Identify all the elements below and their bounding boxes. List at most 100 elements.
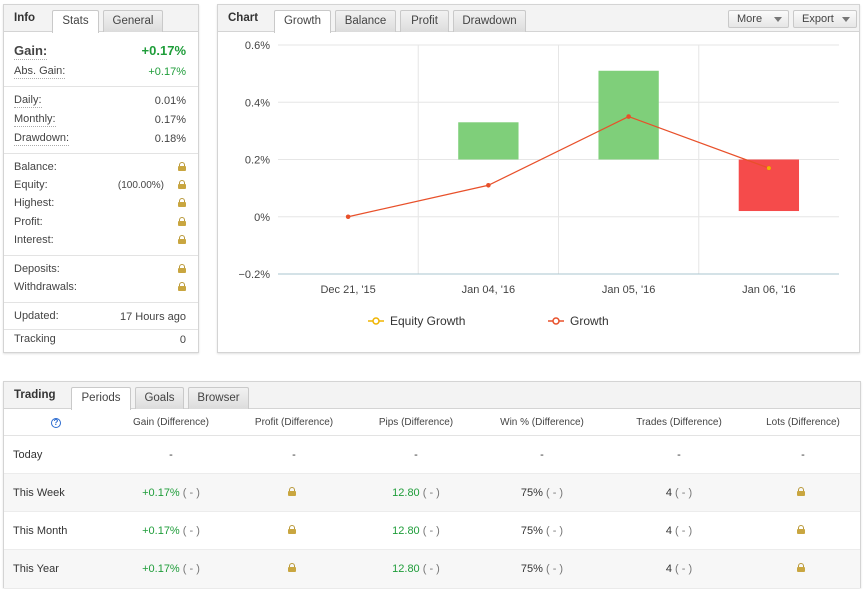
stat-equity-label: Equity: (14, 179, 48, 191)
lock-icon (178, 280, 186, 296)
stat-abs-gain-value: +0.17% (148, 66, 186, 78)
divider (4, 255, 198, 256)
growth-bar (458, 122, 519, 160)
col-pips[interactable]: Pips (Difference) (378, 417, 454, 428)
lock-icon (178, 233, 186, 249)
row-period: This Month (13, 525, 68, 537)
tab-stats[interactable]: Stats (52, 10, 99, 33)
stat-drawdown-label: Drawdown: (14, 132, 70, 146)
tab-drawdown[interactable]: Drawdown (453, 10, 526, 32)
lock-icon (178, 196, 186, 212)
legend-marker (552, 317, 560, 325)
lock-icon (288, 550, 296, 588)
legend-label: Equity Growth (390, 314, 465, 328)
stat-tracking-value: 0 (179, 334, 186, 346)
col-win[interactable]: Win % (Difference) (500, 417, 584, 428)
col-lots[interactable]: Lots (Difference) (766, 417, 840, 428)
legend-label: Growth (570, 314, 609, 328)
stat-balance: Balance: (14, 160, 186, 176)
tab-growth[interactable]: Growth (274, 10, 331, 33)
tab-periods[interactable]: Periods (71, 387, 131, 410)
trading-tabbar: Trading Periods Goals Browser (4, 382, 860, 410)
row-period: Today (13, 449, 43, 461)
x-tick-label: Jan 04, '16 (462, 284, 515, 296)
growth-point (345, 214, 351, 220)
tab-browser[interactable]: Browser (188, 387, 249, 409)
cell-pips: 12.80 ( - ) (392, 563, 440, 575)
col-gain[interactable]: Gain (Difference) (133, 417, 209, 428)
cell-profit: - (292, 449, 296, 461)
stat-interest: Interest: (14, 233, 186, 249)
row-period: This Year (13, 563, 59, 575)
stat-profit-label: Profit: (14, 216, 43, 228)
cell-lots: - (801, 449, 805, 461)
cell-trades: - (677, 449, 681, 461)
stat-drawdown-value: 0.18% (154, 133, 186, 145)
lock-icon (288, 512, 296, 550)
divider (4, 329, 198, 330)
chevron-down-icon (842, 17, 850, 22)
stat-gain: Gain: +0.17% (14, 43, 186, 61)
info-title: Info (14, 12, 36, 24)
growth-chart: −0.2% 0% 0.2% 0.4% 0.6% Dec 21, '15 Jan 04, '1… (239, 40, 839, 328)
cell-gain: - (169, 449, 173, 461)
stat-highest-label: Highest: (14, 197, 55, 209)
stat-deposits-label: Deposits: (14, 263, 60, 275)
export-dropdown[interactable]: Export (793, 10, 857, 28)
table-row: This Year +0.17% ( - ) 12.80 ( - ) 75% (… (4, 550, 860, 588)
growth-line (347, 115, 770, 218)
stat-balance-label: Balance: (14, 161, 57, 173)
cell-pips: - (414, 449, 418, 461)
col-trades[interactable]: Trades (Difference) (636, 417, 722, 428)
lock-icon (797, 474, 805, 512)
info-tabbar: Info Stats General (4, 5, 198, 33)
stat-withdrawals: Withdrawals: (14, 280, 186, 296)
growth-point (626, 114, 631, 119)
help-icon[interactable]: ? (51, 409, 61, 436)
x-tick-label: Dec 21, '15 (320, 284, 375, 296)
stat-profit: Profit: (14, 215, 186, 231)
chart-tabbar: Chart Growth Balance Profit Drawdown Mor… (218, 5, 859, 33)
stat-tracking-label: Tracking (14, 333, 56, 345)
tab-general[interactable]: General (103, 10, 163, 32)
tab-profit[interactable]: Profit (400, 10, 449, 32)
table-row: This Month +0.17% ( - ) 12.80 ( - ) 75% … (4, 512, 860, 550)
legend-marker (372, 317, 380, 325)
divider (4, 302, 198, 303)
more-dropdown[interactable]: More (728, 10, 789, 28)
col-profit[interactable]: Profit (Difference) (254, 417, 334, 428)
cell-pips: 12.80 ( - ) (392, 487, 440, 499)
table-header: ? Gain (Difference) Profit (Difference) … (4, 409, 860, 436)
stat-gain-value: +0.17% (141, 43, 186, 58)
stat-updated-value: 17 Hours ago (119, 311, 186, 323)
divider (4, 153, 198, 154)
lock-icon (178, 262, 186, 278)
cell-win: 75% ( - ) (520, 487, 564, 499)
row-period: This Week (13, 487, 65, 499)
cell-gain: +0.17% ( - ) (142, 525, 200, 537)
chart-panel: Chart Growth Balance Profit Drawdown Mor… (217, 4, 860, 353)
stat-equity-pct: (100.00%) (117, 180, 164, 191)
stat-abs-gain: Abs. Gain: +0.17% (14, 64, 186, 80)
stat-withdrawals-label: Withdrawals: (14, 281, 77, 293)
stat-highest: Highest: (14, 196, 186, 212)
trading-panel: Trading Periods Goals Browser ? Gain (Di… (3, 381, 861, 588)
cell-trades: 4 ( - ) (665, 563, 693, 575)
x-tick-label: Jan 05, '16 (602, 284, 655, 296)
tab-goals[interactable]: Goals (135, 387, 184, 409)
y-tick-label: −0.2% (239, 269, 271, 281)
lock-icon (178, 178, 186, 194)
stat-equity: Equity: (100.00%) (14, 178, 186, 194)
stat-daily-value: 0.01% (154, 95, 186, 107)
y-tick-label: 0% (254, 212, 270, 224)
cell-trades: 4 ( - ) (665, 487, 693, 499)
trading-title: Trading (14, 389, 56, 401)
y-tick-label: 0.6% (245, 40, 270, 52)
growth-point (486, 182, 491, 188)
stat-monthly-label: Monthly: (14, 113, 56, 127)
export-label: Export (802, 13, 834, 25)
chevron-down-icon (774, 17, 782, 22)
tab-balance[interactable]: Balance (335, 10, 396, 32)
cell-gain: +0.17% ( - ) (142, 487, 200, 499)
lock-icon (797, 550, 805, 588)
